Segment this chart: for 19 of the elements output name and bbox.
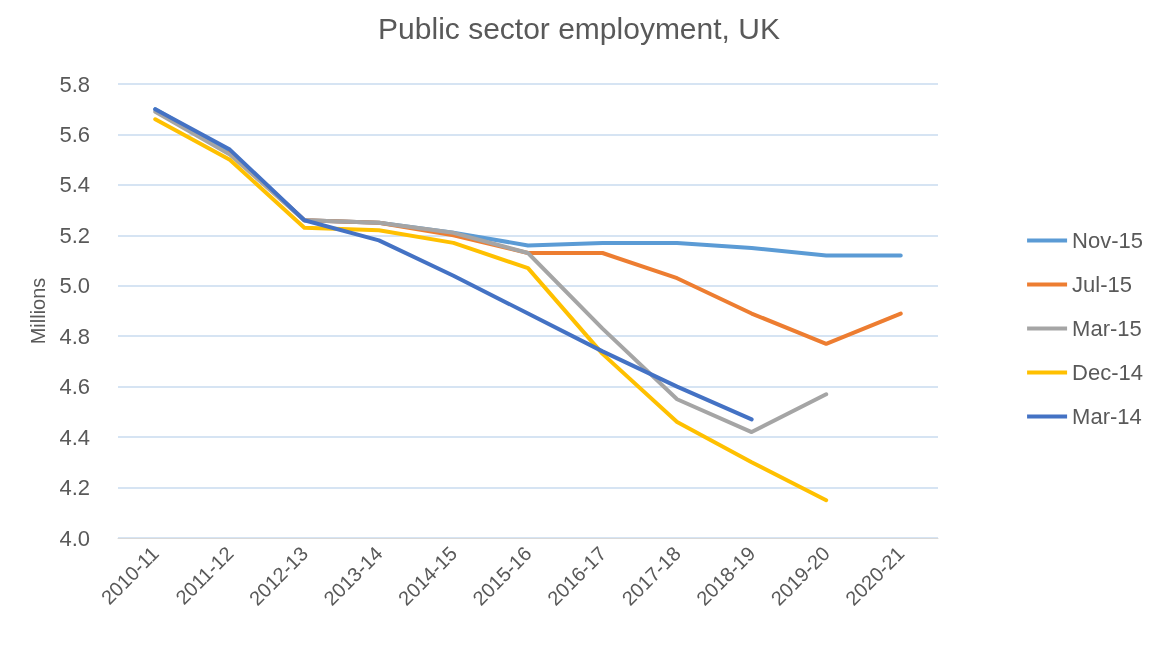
y-tick-label: 5.2 [59,222,90,248]
legend-label: Nov-15 [1072,228,1143,253]
y-tick-label: 4.8 [59,323,90,349]
y-tick-label: 5.6 [59,121,90,147]
y-tick-label: 5.8 [59,71,90,97]
y-axis-title: Millions [27,277,49,345]
legend-label: Dec-14 [1072,360,1143,385]
y-tick-label: 5.4 [59,172,90,198]
legend-label: Mar-14 [1072,404,1142,429]
y-tick-label: 4.0 [59,525,90,551]
line-series [153,107,754,422]
y-tick-label: 5.0 [59,273,90,299]
y-tick-label: 4.2 [59,475,90,501]
legend-label: Mar-15 [1072,316,1142,341]
legend-label: Jul-15 [1072,272,1132,297]
line-series [153,117,829,503]
y-tick-label: 4.6 [59,374,90,400]
y-tick-label: 4.4 [59,424,90,450]
chart-title: Public sector employment, UK [378,11,780,45]
